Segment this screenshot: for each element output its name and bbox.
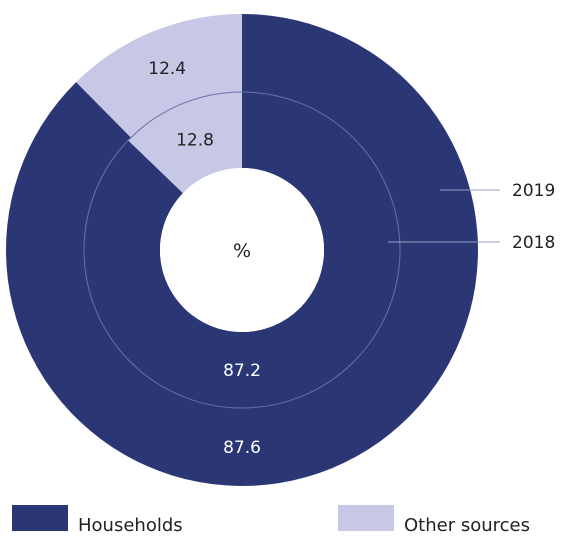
legend-item-other-sources: Other sources [338,503,530,536]
center-label: % [233,240,251,262]
inner-ring-slice-households [84,92,401,408]
legend-item-households: Households [12,503,183,536]
outer-ring-slice-households [5,14,478,487]
outer-ring-label-other-sources: 12.4 [148,59,186,79]
legend-swatch-other-sources [338,505,394,531]
donut-hole [160,168,324,332]
outer-ring-slice-other-sources [76,14,242,138]
legend: Households Other sources [0,503,566,536]
ring-separator [83,91,401,409]
outer-ring-series-label: 2019 [512,181,555,201]
legend-swatch-households [12,505,68,531]
inner-ring-label-other-sources: 12.8 [176,131,214,151]
inner-ring-label-households: 87.2 [223,361,261,381]
outer-ring-label-households: 87.6 [223,438,261,458]
inner-ring-series-label: 2018 [512,233,555,253]
legend-label-households: Households [78,514,183,536]
legend-label-other-sources: Other sources [404,514,530,536]
